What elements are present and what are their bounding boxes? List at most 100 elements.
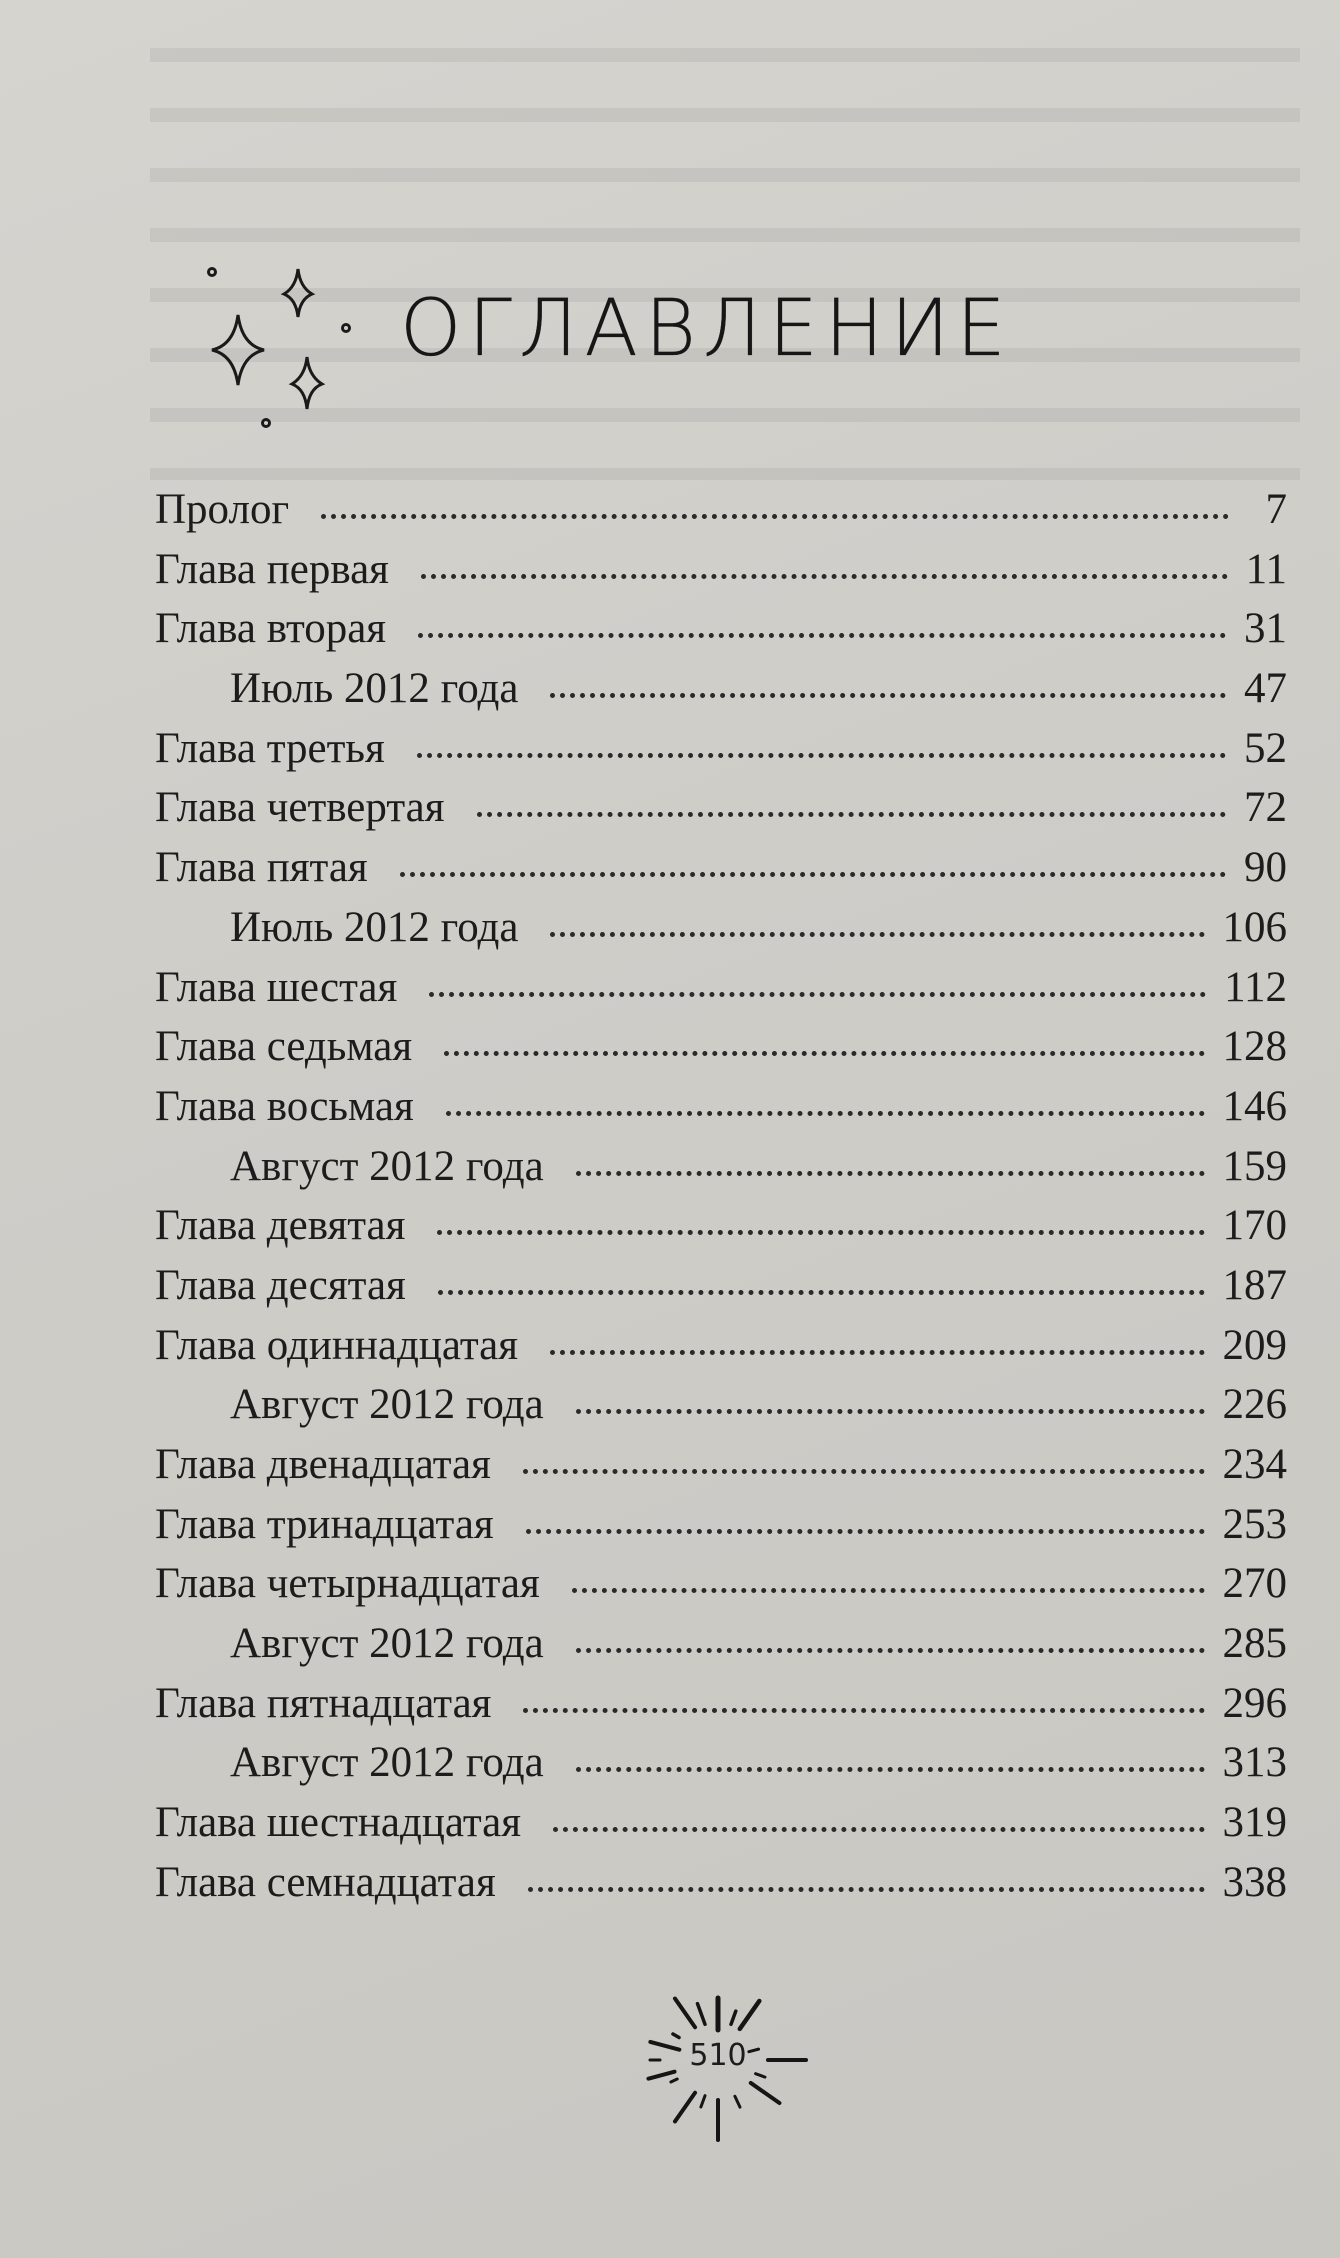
entry-page-number: 106 bbox=[1222, 903, 1288, 951]
page-number-block: 510 bbox=[618, 1960, 818, 2160]
entry-page-number: 313 bbox=[1222, 1739, 1288, 1787]
entry-page-number: 338 bbox=[1222, 1858, 1288, 1906]
sunburst-ray bbox=[646, 2069, 677, 2081]
entry-title: Глава седьмая bbox=[155, 1023, 413, 1071]
entry-page-number: 187 bbox=[1222, 1261, 1288, 1309]
dot-leader bbox=[527, 1886, 1205, 1892]
sunburst-ray bbox=[695, 2001, 707, 2027]
entry-title: Глава первая bbox=[155, 545, 389, 593]
entry-page-number: 159 bbox=[1222, 1142, 1288, 1190]
dot-leader bbox=[550, 1349, 1205, 1355]
sunburst-ray bbox=[729, 2009, 738, 2027]
sunburst-ray bbox=[648, 2039, 682, 2052]
entry-page-number: 128 bbox=[1222, 1023, 1288, 1071]
entry-page-number: 146 bbox=[1222, 1082, 1288, 1130]
dot-leader bbox=[418, 633, 1226, 639]
entry-page-number: 11 bbox=[1245, 545, 1287, 593]
entry-title: Август 2012 года bbox=[230, 1142, 544, 1190]
entry-title: Глава десятая bbox=[155, 1261, 406, 1309]
toc-entry: Глава третья 52 bbox=[155, 719, 1287, 779]
toc-subentry: Август 2012 года 285 bbox=[155, 1614, 1287, 1674]
sunburst-ray bbox=[733, 2094, 742, 2109]
entry-page-number: 112 bbox=[1224, 963, 1287, 1011]
dot-leader bbox=[420, 573, 1228, 579]
dot-leader bbox=[437, 1230, 1205, 1236]
entry-title: Глава третья bbox=[155, 724, 385, 772]
entry-page-number: 209 bbox=[1222, 1321, 1288, 1369]
entry-page-number: 234 bbox=[1222, 1441, 1288, 1488]
entry-title: Июль 2012 года bbox=[230, 665, 519, 713]
entry-page-number: 47 bbox=[1244, 665, 1287, 713]
sunburst-ray bbox=[699, 2094, 707, 2109]
entry-title: Глава семнадцатая bbox=[155, 1858, 496, 1906]
sunburst-ray bbox=[748, 2080, 782, 2106]
toc-entry: Глава девятая 170 bbox=[155, 1196, 1287, 1256]
entry-page-number: 253 bbox=[1222, 1500, 1288, 1548]
entry-title: Июль 2012 года bbox=[230, 903, 519, 951]
toc-entry: Глава шестнадцатая 319 bbox=[155, 1793, 1287, 1853]
entry-page-number: 90 bbox=[1244, 844, 1287, 892]
entry-page-number: 270 bbox=[1222, 1560, 1288, 1608]
entry-title: Глава вторая bbox=[155, 605, 387, 653]
entry-title: Глава шестнадцатая bbox=[155, 1799, 522, 1847]
entry-page-number: 72 bbox=[1244, 784, 1287, 832]
entry-page-number: 7 bbox=[1265, 486, 1288, 533]
dot-leader bbox=[522, 1469, 1205, 1474]
entry-title: Глава четырнадцатая bbox=[155, 1560, 540, 1608]
dot-leader bbox=[525, 1528, 1205, 1534]
toc-entry: Глава тринадцатая 253 bbox=[155, 1495, 1287, 1555]
entry-title: Август 2012 года bbox=[230, 1739, 544, 1787]
toc-entry: Глава двенадцатая 234 bbox=[155, 1435, 1287, 1495]
entry-title: Глава тринадцатая bbox=[155, 1500, 494, 1548]
sunburst-ray bbox=[754, 2072, 767, 2079]
toc-subentry: Июль 2012 года 47 bbox=[155, 659, 1287, 719]
entry-page-number: 31 bbox=[1244, 605, 1287, 653]
toc-entry: Глава седьмая 128 bbox=[155, 1017, 1287, 1077]
toc-subentry: Август 2012 года 313 bbox=[155, 1733, 1287, 1793]
dot-leader bbox=[437, 1289, 1205, 1295]
toc-entry: Глава первая 11 bbox=[155, 540, 1287, 600]
toc-entry: Глава вторая 31 bbox=[155, 599, 1287, 659]
dot-leader bbox=[416, 752, 1226, 758]
dot-leader bbox=[429, 991, 1207, 997]
dot-leader bbox=[575, 1648, 1205, 1654]
entry-page-number: 285 bbox=[1222, 1620, 1288, 1668]
sunburst-ray bbox=[671, 2032, 681, 2040]
sunburst-ray bbox=[672, 1996, 698, 2030]
dot-leader bbox=[575, 1409, 1205, 1415]
page-title: ОГЛАВЛЕНИЕ bbox=[400, 284, 1013, 374]
entry-page-number: 226 bbox=[1222, 1381, 1288, 1429]
dot-leader bbox=[399, 872, 1226, 878]
toc-entry: Глава семнадцатая 338 bbox=[155, 1853, 1287, 1913]
toc-entry: Глава восьмая 146 bbox=[155, 1077, 1287, 1137]
sunburst-icon bbox=[646, 1995, 808, 2142]
toc-entry: Глава четырнадцатая 270 bbox=[155, 1554, 1287, 1614]
dot-leader bbox=[550, 931, 1205, 937]
toc-entry: Глава шестая 112 bbox=[155, 958, 1287, 1018]
sunburst-ray bbox=[669, 2077, 679, 2084]
entry-title: Глава двенадцатая bbox=[155, 1441, 491, 1488]
entry-title: Август 2012 года bbox=[230, 1620, 544, 1668]
dot-leader bbox=[575, 1170, 1205, 1176]
entry-title: Глава одиннадцатая bbox=[155, 1321, 519, 1369]
toc-header: ОГЛАВЛЕНИЕ bbox=[190, 255, 1090, 445]
bleed-through-text bbox=[150, 10, 1300, 480]
toc-entry: Глава десятая 187 bbox=[155, 1256, 1287, 1316]
toc-entry: Глава одиннадцатая 209 bbox=[155, 1316, 1287, 1376]
toc-entry: Глава четвертая 72 bbox=[155, 778, 1287, 838]
entry-page-number: 296 bbox=[1222, 1679, 1288, 1727]
toc-entry: Глава пятнадцатая 296 bbox=[155, 1674, 1287, 1734]
dot-leader bbox=[550, 693, 1226, 699]
entry-page-number: 319 bbox=[1222, 1799, 1288, 1847]
dot-leader bbox=[321, 514, 1229, 519]
dot-leader bbox=[445, 1110, 1205, 1116]
entry-title: Глава четвертая bbox=[155, 784, 445, 832]
toc-entry: Глава пятая 90 bbox=[155, 838, 1287, 898]
dot-leader bbox=[523, 1707, 1205, 1713]
table-of-contents: Пролог 7 Глава первая 11 Глава вторая 31 Июль … bbox=[155, 480, 1287, 1913]
entry-title: Глава восьмая bbox=[155, 1082, 414, 1130]
page-number: 510 bbox=[689, 2038, 747, 2073]
dot-leader bbox=[553, 1827, 1205, 1833]
toc-subentry: Август 2012 года 226 bbox=[155, 1375, 1287, 1435]
sparkles-icon bbox=[207, 267, 351, 428]
